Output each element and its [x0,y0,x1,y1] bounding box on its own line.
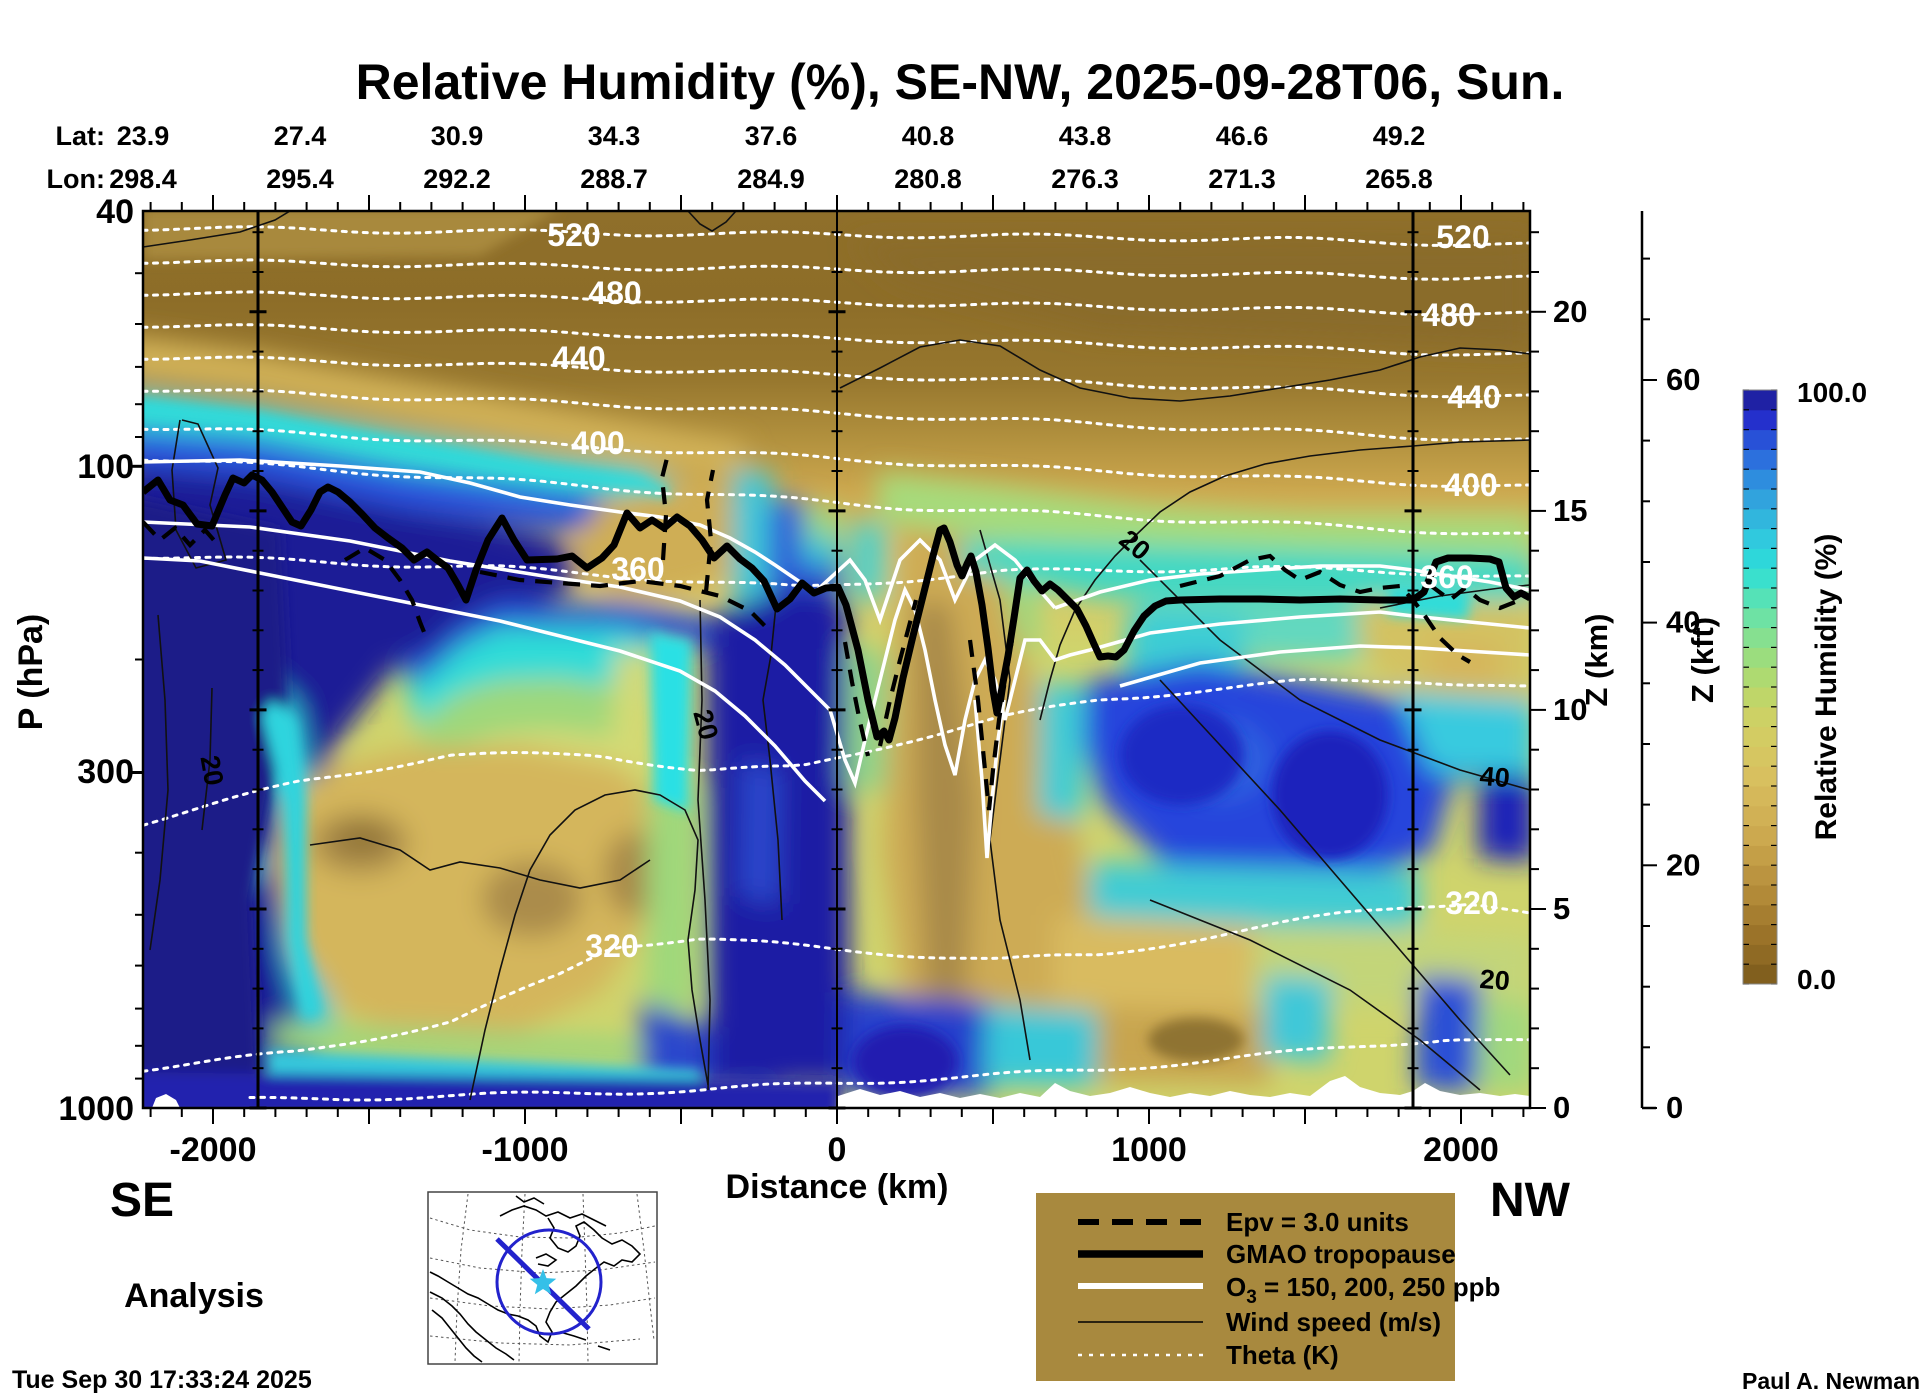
svg-text:37.6: 37.6 [745,121,798,151]
svg-text:5: 5 [1553,891,1570,926]
svg-text:P (hPa): P (hPa) [12,614,50,731]
svg-text:10: 10 [1553,692,1587,727]
svg-text:100: 100 [77,448,134,486]
svg-text:320: 320 [585,928,638,964]
svg-text:288.7: 288.7 [580,164,648,194]
svg-text:27.4: 27.4 [274,121,327,151]
svg-text:43.8: 43.8 [1059,121,1112,151]
svg-text:298.4: 298.4 [109,164,177,194]
svg-text:280.8: 280.8 [894,164,962,194]
svg-text:0: 0 [1553,1090,1570,1125]
svg-text:Lat:: Lat: [56,121,106,151]
svg-text:292.2: 292.2 [423,164,491,194]
svg-text:34.3: 34.3 [588,121,641,151]
svg-text:440: 440 [552,340,605,376]
svg-text:300: 300 [77,753,134,791]
svg-text:480: 480 [588,275,641,311]
svg-text:-1000: -1000 [482,1131,569,1169]
svg-text:1000: 1000 [58,1090,134,1128]
svg-text:360: 360 [611,551,664,587]
svg-text:0: 0 [828,1131,847,1169]
svg-text:40.8: 40.8 [902,121,955,151]
svg-text:0: 0 [1666,1090,1683,1125]
svg-text:360: 360 [1420,559,1473,595]
svg-text:49.2: 49.2 [1373,121,1426,151]
svg-text:60: 60 [1666,362,1700,397]
svg-text:Tue Sep 30 17:33:24 2025: Tue Sep 30 17:33:24 2025 [12,1366,312,1394]
svg-text:2000: 2000 [1423,1131,1499,1169]
svg-text:Z (km): Z (km) [1579,614,1614,707]
svg-text:Lon:: Lon: [47,164,105,194]
svg-text:SE: SE [110,1174,174,1227]
svg-text:15: 15 [1553,493,1587,528]
svg-text:20: 20 [194,753,229,788]
svg-text:520: 520 [547,217,600,253]
svg-text:30.9: 30.9 [431,121,484,151]
svg-text:Relative Humidity (%), SE-NW,: Relative Humidity (%), SE-NW, 2025-09-28… [356,54,1565,110]
svg-text:1000: 1000 [1111,1131,1187,1169]
svg-text:20: 20 [1553,294,1587,329]
svg-text:440: 440 [1447,379,1500,415]
svg-text:-2000: -2000 [170,1131,257,1169]
svg-text:Paul A. Newman (NASA/GSFC): Paul A. Newman (NASA/GSFC) [1742,1368,1926,1394]
svg-text:Wind speed (m/s): Wind speed (m/s) [1226,1307,1441,1337]
svg-text:Theta (K): Theta (K) [1226,1340,1339,1370]
svg-text:295.4: 295.4 [266,164,334,194]
svg-text:100.0: 100.0 [1797,377,1867,408]
svg-text:400: 400 [571,425,624,461]
svg-text:0.0: 0.0 [1797,964,1836,995]
svg-text:520: 520 [1436,219,1489,255]
svg-text:Epv = 3.0 units: Epv = 3.0 units [1226,1207,1409,1237]
svg-text:284.9: 284.9 [737,164,805,194]
svg-text:271.3: 271.3 [1208,164,1276,194]
svg-text:Z (kft): Z (kft) [1685,617,1720,703]
svg-text:480: 480 [1422,297,1475,333]
svg-text:40: 40 [96,193,134,231]
svg-text:46.6: 46.6 [1216,121,1269,151]
svg-text:265.8: 265.8 [1365,164,1433,194]
svg-text:40: 40 [1479,761,1512,794]
svg-text:Analysis: Analysis [124,1277,264,1315]
svg-text:Distance (km): Distance (km) [726,1168,949,1206]
svg-text:400: 400 [1444,467,1497,503]
svg-text:GMAO tropopause: GMAO tropopause [1226,1239,1456,1269]
svg-text:40: 40 [1666,605,1700,640]
svg-text:320: 320 [1445,885,1498,921]
svg-text:276.3: 276.3 [1051,164,1119,194]
svg-text:NW: NW [1490,1174,1571,1227]
svg-text:23.9: 23.9 [117,121,170,151]
svg-text:20: 20 [1479,964,1512,997]
svg-text:20: 20 [1666,847,1700,882]
svg-text:Relative Humidity (%): Relative Humidity (%) [1810,534,1843,841]
